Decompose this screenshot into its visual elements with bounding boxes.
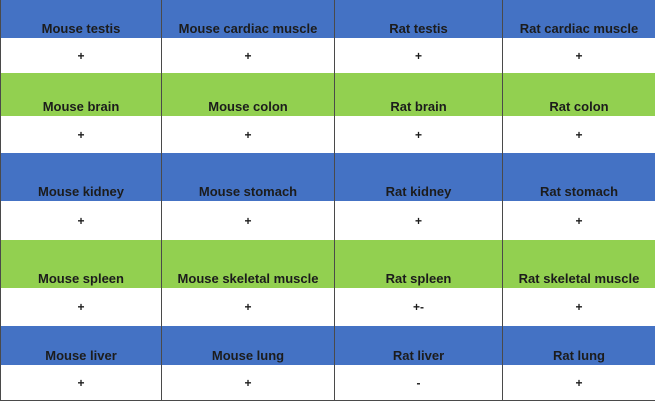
expression-value: + — [0, 365, 162, 401]
tissue-header: Rat testis — [335, 0, 503, 38]
tissue-header: Mouse colon — [162, 73, 335, 116]
tissue-header: Rat lung — [503, 326, 655, 365]
expression-value: + — [503, 365, 655, 401]
tissue-header: Rat brain — [335, 73, 503, 116]
expression-value: + — [335, 38, 503, 73]
expression-value: + — [335, 201, 503, 240]
tissue-header: Rat cardiac muscle — [503, 0, 655, 38]
expression-value: + — [0, 116, 162, 153]
expression-value: + — [0, 38, 162, 73]
expression-value: - — [335, 365, 503, 401]
tissue-header: Mouse spleen — [0, 240, 162, 288]
tissue-header: Mouse lung — [162, 326, 335, 365]
tissue-header: Mouse testis — [0, 0, 162, 38]
tissue-header: Mouse kidney — [0, 153, 162, 201]
expression-value: +- — [335, 288, 503, 326]
tissue-header: Rat spleen — [335, 240, 503, 288]
expression-value: + — [162, 365, 335, 401]
expression-value: + — [162, 288, 335, 326]
tissue-header: Rat kidney — [335, 153, 503, 201]
tissue-header: Mouse liver — [0, 326, 162, 365]
tissue-header: Mouse skeletal muscle — [162, 240, 335, 288]
tissue-header: Rat colon — [503, 73, 655, 116]
tissue-header: Mouse cardiac muscle — [162, 0, 335, 38]
tissue-header: Rat stomach — [503, 153, 655, 201]
tissue-header: Rat liver — [335, 326, 503, 365]
expression-value: + — [0, 288, 162, 326]
expression-value: + — [503, 116, 655, 153]
tissue-header: Rat skeletal muscle — [503, 240, 655, 288]
expression-value: + — [162, 38, 335, 73]
expression-value: + — [503, 38, 655, 73]
tissue-header: Mouse brain — [0, 73, 162, 116]
expression-value: + — [503, 288, 655, 326]
expression-value: + — [335, 116, 503, 153]
expression-value: + — [0, 201, 162, 240]
expression-value: + — [503, 201, 655, 240]
tissue-header: Mouse stomach — [162, 153, 335, 201]
expression-value: + — [162, 116, 335, 153]
expression-value: + — [162, 201, 335, 240]
